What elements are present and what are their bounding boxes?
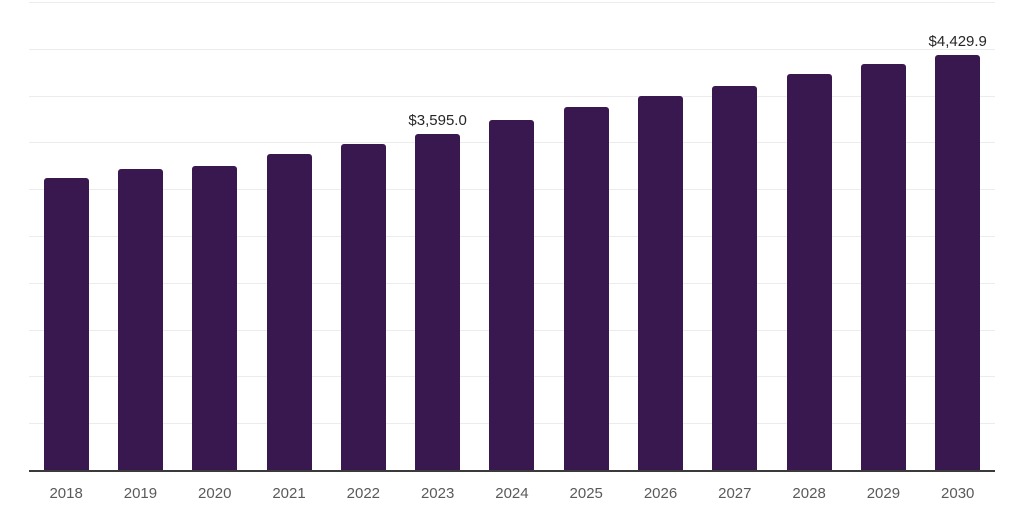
data-label-2023: $3,595.0 — [408, 111, 467, 129]
x-axis-labels: 2018 2019 2020 2021 2022 2023 2024 2025 2026 2027… — [29, 486, 995, 502]
bar-2026 — [638, 95, 684, 470]
x-tick-label-2021: 2021 — [272, 485, 306, 502]
bar-2021 — [266, 154, 312, 470]
bar-2024 — [489, 119, 535, 470]
bars: $3,595.0 $4,429.9 — [29, 2, 995, 470]
x-tick-label-2023: 2023 — [420, 485, 455, 502]
bar-2025 — [563, 107, 609, 470]
bar-2023: $3,595.0 — [408, 112, 467, 470]
gridline-4000 — [29, 95, 995, 97]
x-tick-label-2019: 2019 — [123, 485, 158, 502]
x-tick-label-2018: 2018 — [49, 485, 83, 502]
x-tick-label-2024: 2024 — [495, 485, 529, 502]
bar-2019 — [117, 168, 163, 470]
bar-2022 — [340, 143, 386, 470]
x-tick-label-2026: 2026 — [643, 485, 678, 502]
bar-2018 — [43, 177, 89, 470]
plot-area: $3,595.0 $4,429.9 — [29, 2, 995, 470]
x-tick-label-2030: 2030 — [941, 485, 975, 502]
x-tick-label-2027: 2027 — [718, 485, 752, 502]
bar-2027 — [712, 85, 758, 470]
data-label-2030: $4,429.9 — [928, 33, 987, 51]
x-tick-label-2022: 2022 — [346, 485, 381, 502]
bar-2028 — [786, 74, 832, 470]
bar-2029 — [860, 64, 906, 470]
bar-2030: $4,429.9 — [929, 33, 987, 470]
gridline-5000 — [29, 2, 995, 3]
x-tick-label-2020: 2020 — [198, 485, 232, 502]
x-axis-line — [29, 470, 995, 472]
gridline-4500 — [29, 48, 995, 50]
x-tick-label-2028: 2028 — [792, 485, 826, 502]
bar-2020 — [192, 166, 238, 470]
x-tick-label-2029: 2029 — [866, 485, 901, 502]
x-tick-label-2025: 2025 — [569, 485, 603, 502]
